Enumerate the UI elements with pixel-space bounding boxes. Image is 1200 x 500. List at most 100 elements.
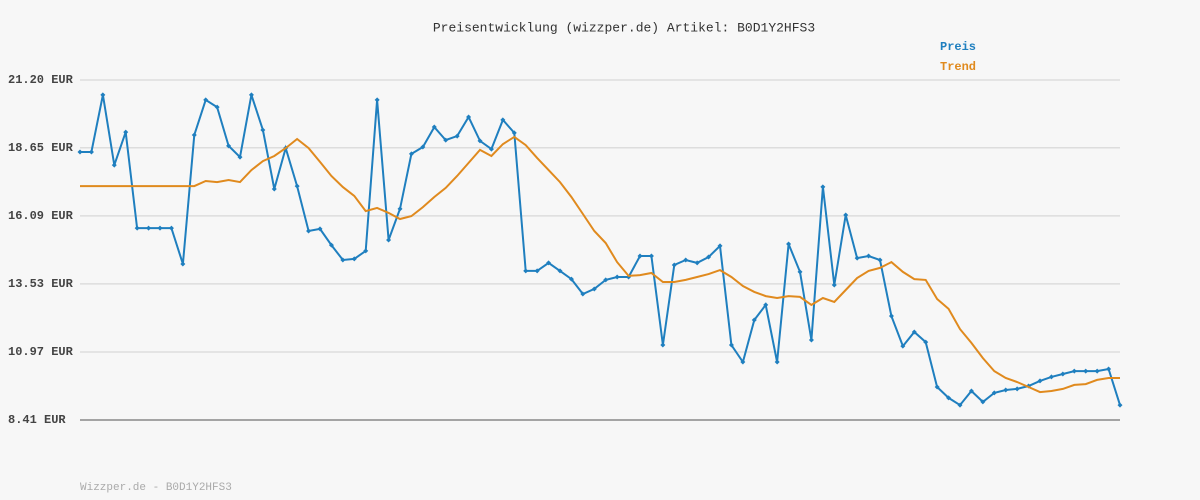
point	[637, 253, 643, 259]
point	[123, 129, 129, 135]
point	[500, 117, 506, 123]
point	[157, 225, 163, 231]
legend-label: Trend	[940, 60, 976, 74]
point	[168, 225, 174, 231]
point	[763, 302, 769, 308]
point	[511, 130, 517, 136]
point	[88, 149, 94, 155]
point	[408, 151, 414, 157]
point	[660, 342, 666, 348]
point	[957, 402, 963, 408]
point	[306, 228, 312, 234]
point	[1048, 374, 1054, 380]
footer: Wizzper.de - B0D1Y2HFS3	[80, 482, 232, 494]
point	[386, 237, 392, 243]
point	[363, 248, 369, 254]
point	[877, 257, 883, 263]
point	[443, 137, 449, 143]
point	[968, 388, 974, 394]
point	[294, 183, 300, 189]
point	[534, 268, 540, 274]
point	[100, 92, 106, 98]
point	[191, 132, 197, 138]
point	[454, 133, 460, 139]
point	[1071, 368, 1077, 374]
point	[1003, 387, 1009, 393]
series-line	[80, 135, 1120, 394]
point	[614, 274, 620, 280]
point	[843, 212, 849, 218]
point	[180, 261, 186, 267]
point	[203, 97, 209, 103]
point	[980, 399, 986, 405]
y-tick-label: 10.97 EUR	[8, 345, 74, 359]
y-tick-label: 13.53 EUR	[8, 277, 74, 291]
point	[134, 225, 140, 231]
point	[1117, 402, 1123, 408]
point	[260, 127, 266, 133]
point	[923, 339, 929, 345]
point	[946, 395, 952, 401]
point	[797, 269, 803, 275]
point	[991, 390, 997, 396]
point	[1094, 368, 1100, 374]
point	[546, 260, 552, 266]
y-tick-label: 16.09 EUR	[8, 209, 74, 223]
point	[214, 104, 220, 110]
point	[786, 241, 792, 247]
point	[648, 253, 654, 259]
point	[557, 268, 563, 274]
point	[774, 359, 780, 365]
chart-title: Preisentwicklung (wizzper.de) Artikel: B…	[433, 20, 815, 35]
y-tick-label: 21.20 EUR	[8, 73, 74, 87]
point	[111, 162, 117, 168]
point	[77, 149, 83, 155]
point	[351, 256, 357, 262]
point	[717, 243, 723, 249]
point	[523, 268, 529, 274]
point	[728, 342, 734, 348]
point	[477, 138, 483, 144]
point	[1060, 371, 1066, 377]
point	[328, 242, 334, 248]
point	[340, 257, 346, 263]
legend-label: Preis	[940, 40, 976, 54]
point	[146, 225, 152, 231]
point	[237, 154, 243, 160]
point	[831, 282, 837, 288]
point	[374, 97, 380, 103]
point	[694, 260, 700, 266]
point	[820, 184, 826, 190]
point	[226, 143, 232, 149]
point	[683, 257, 689, 263]
series-line	[80, 94, 1121, 407]
point	[317, 226, 323, 232]
point	[751, 317, 757, 323]
point	[488, 146, 494, 152]
point	[580, 291, 586, 297]
point	[1037, 378, 1043, 384]
point	[1014, 386, 1020, 392]
point	[706, 254, 712, 260]
point	[854, 255, 860, 261]
point	[271, 186, 277, 192]
point	[397, 206, 403, 212]
point	[866, 253, 872, 259]
point	[1106, 366, 1112, 372]
point	[568, 276, 574, 282]
point	[1083, 368, 1089, 374]
point	[808, 337, 814, 343]
point	[431, 124, 437, 130]
point	[900, 343, 906, 349]
y-tick-label: 18.65 EUR	[8, 141, 74, 155]
point	[911, 329, 917, 335]
point	[671, 262, 677, 268]
point	[466, 114, 472, 120]
point	[603, 277, 609, 283]
point	[740, 359, 746, 365]
point	[248, 92, 254, 98]
point	[934, 384, 940, 390]
point	[888, 313, 894, 319]
